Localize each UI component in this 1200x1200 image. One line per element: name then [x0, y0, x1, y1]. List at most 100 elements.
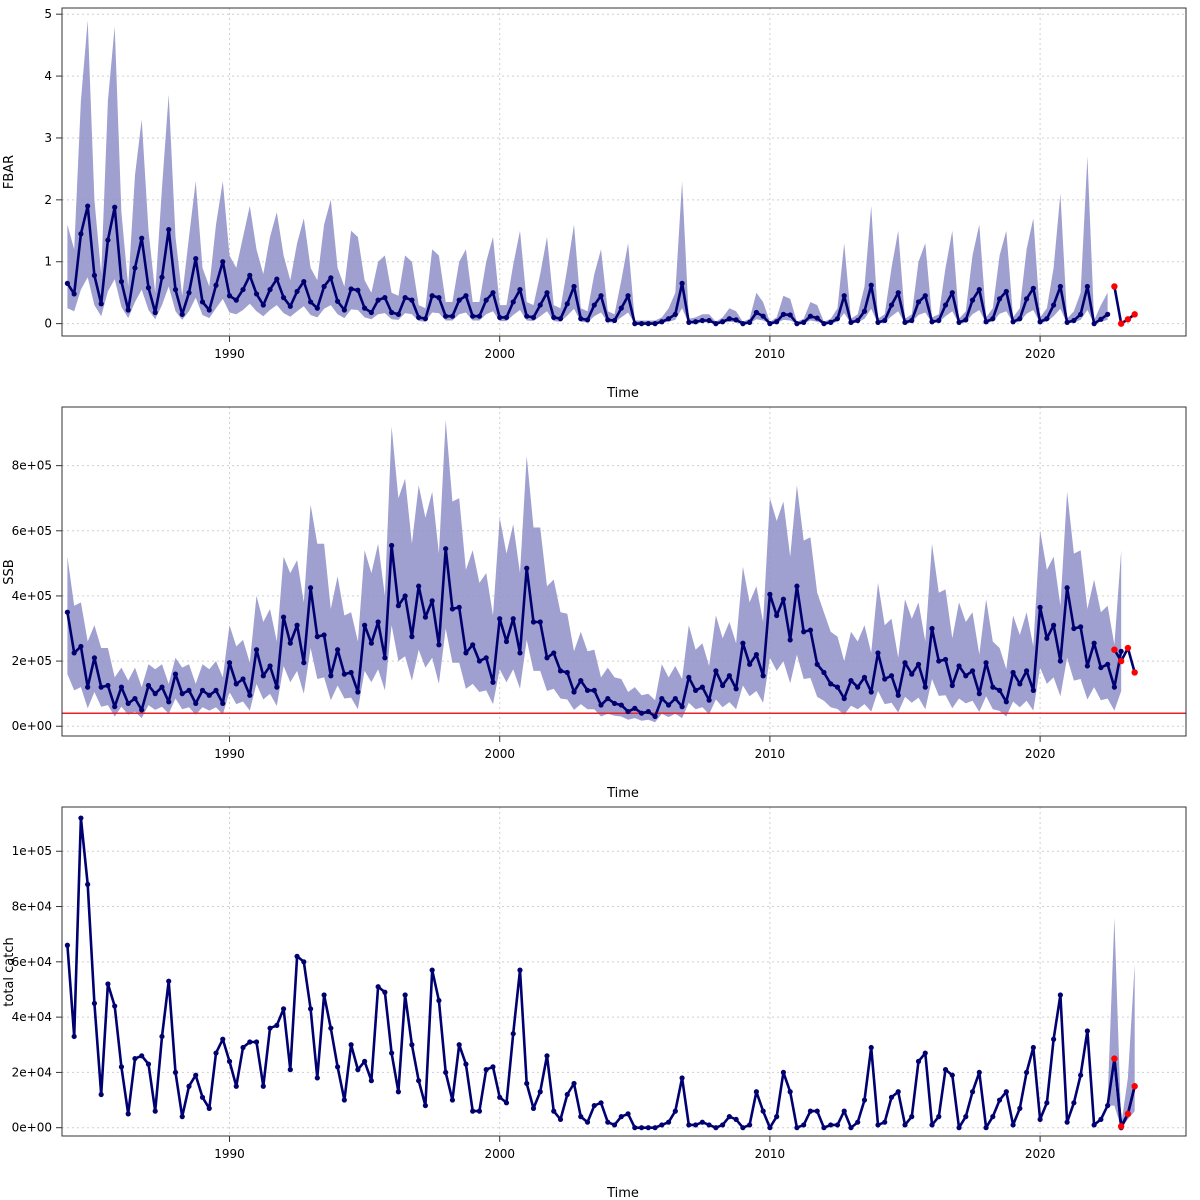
data-point — [483, 655, 489, 661]
data-point — [476, 313, 483, 319]
data-point — [362, 1058, 368, 1064]
data-point — [794, 321, 800, 327]
data-point — [976, 1069, 982, 1076]
data-point — [760, 313, 766, 319]
data-point — [220, 1036, 226, 1042]
data-point — [713, 668, 719, 674]
data-point — [260, 673, 266, 679]
catch-series — [64, 815, 1138, 1131]
data-point — [105, 682, 111, 689]
data-point — [875, 1122, 881, 1128]
data-point — [598, 702, 604, 708]
data-point — [828, 319, 834, 325]
data-point — [996, 1097, 1003, 1103]
data-point — [1057, 283, 1063, 290]
data-point — [497, 616, 503, 622]
data-point — [1078, 311, 1084, 317]
data-point — [963, 317, 969, 323]
data-point — [132, 265, 138, 271]
data-point — [855, 684, 861, 690]
data-point — [544, 290, 550, 296]
y-tick-label: 6e+05 — [12, 524, 52, 538]
data-point — [672, 695, 678, 702]
data-point — [307, 1006, 314, 1012]
data-point — [267, 1025, 273, 1031]
data-point — [551, 1108, 557, 1114]
x-tick-label: 2010 — [755, 747, 786, 761]
projection-point — [1124, 316, 1132, 323]
ssb-series — [64, 542, 1124, 720]
data-point — [524, 313, 530, 319]
catch-grid — [62, 807, 1186, 1136]
data-point — [524, 565, 530, 571]
data-point — [1057, 658, 1063, 664]
data-point — [652, 1125, 658, 1131]
data-point — [720, 682, 726, 689]
data-point — [861, 674, 868, 680]
data-point — [402, 992, 408, 998]
data-point — [307, 585, 314, 591]
data-point — [740, 1125, 746, 1131]
data-point — [294, 622, 300, 628]
data-point — [672, 1108, 678, 1114]
data-point — [287, 640, 293, 646]
data-point — [132, 1055, 138, 1062]
data-point — [720, 1122, 726, 1128]
data-point — [436, 642, 442, 648]
x-tick-label: 2010 — [755, 1147, 786, 1161]
catch-y-axis: 0e+00 2e+04 4e+04 6e+04 8e+04 1e+05 — [12, 844, 62, 1135]
data-point — [611, 700, 618, 707]
data-point — [274, 276, 280, 282]
data-point — [517, 650, 523, 656]
data-point — [807, 313, 814, 319]
data-point — [172, 671, 179, 677]
data-point — [422, 614, 429, 620]
data-point — [503, 1100, 510, 1106]
y-tick-label: 2 — [44, 193, 52, 207]
catch-x-axis-title: Time — [606, 1186, 639, 1200]
data-point — [287, 303, 293, 309]
data-point — [375, 297, 381, 303]
data-point — [821, 1125, 827, 1131]
ssb-y-axis: 0e+00 2e+05 4e+05 6e+05 8e+05 — [12, 459, 62, 733]
data-point — [1064, 319, 1070, 325]
data-point — [179, 311, 185, 317]
ssb-projection — [1111, 644, 1138, 676]
data-point — [693, 319, 699, 325]
data-point — [98, 684, 104, 690]
data-point — [416, 314, 422, 321]
data-point — [476, 658, 483, 664]
data-point — [199, 687, 206, 693]
projection-line — [1113, 1058, 1136, 1131]
data-point — [1051, 302, 1057, 308]
data-point — [199, 299, 206, 305]
data-point — [571, 689, 577, 695]
x-tick-label: 2010 — [755, 347, 786, 361]
data-point — [118, 684, 125, 690]
fbar-grid — [62, 8, 1186, 336]
data-point — [78, 815, 84, 821]
data-point — [605, 1119, 611, 1125]
data-point — [503, 314, 510, 321]
data-point — [861, 1097, 868, 1103]
data-point — [625, 293, 631, 299]
data-point — [1030, 285, 1036, 291]
data-point — [1071, 625, 1077, 632]
data-point — [240, 286, 246, 293]
y-tick-label: 2e+04 — [12, 1065, 52, 1079]
data-point — [355, 1067, 361, 1073]
data-point — [638, 321, 645, 327]
data-point — [557, 668, 564, 674]
data-point — [280, 1006, 287, 1012]
data-point — [449, 1097, 456, 1103]
data-point — [226, 660, 233, 666]
data-point — [449, 606, 456, 612]
fbar-y-axis-title: FBAR — [2, 155, 17, 189]
data-point — [1051, 1036, 1057, 1042]
x-tick-label: 2000 — [484, 347, 515, 361]
ssb-y-axis-title: SSB — [2, 559, 17, 584]
data-point — [780, 311, 787, 317]
data-point — [557, 316, 564, 322]
data-point — [632, 1125, 638, 1131]
fbar-panel: 0 1 2 3 4 5 1990 2000 2010 2020 Time FBAR — [2, 7, 1187, 401]
